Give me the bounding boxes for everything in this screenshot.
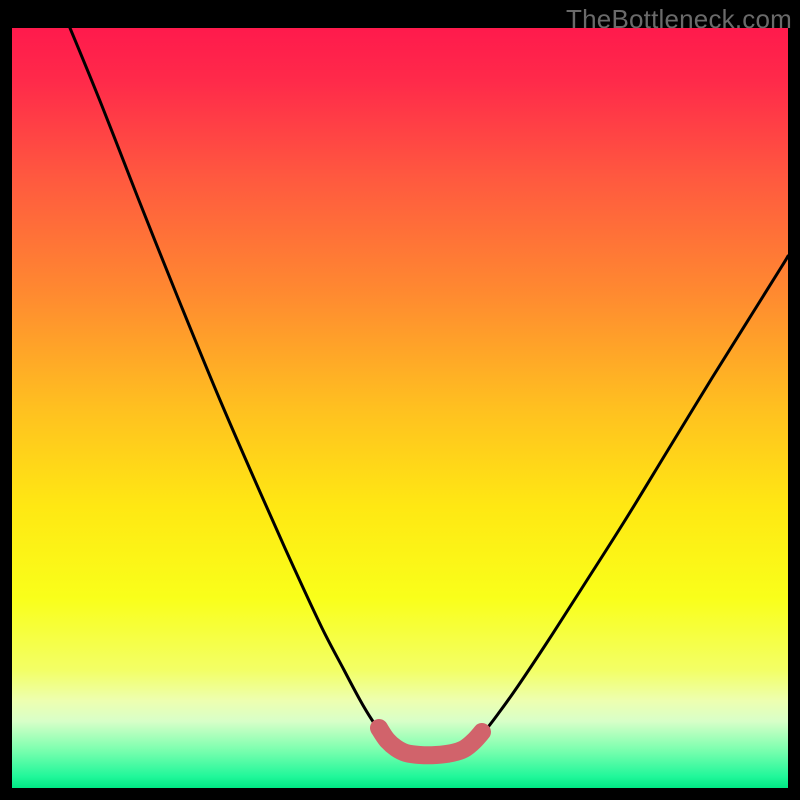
plot-area [12,28,788,788]
border-left [0,0,12,800]
bottleneck-highlight [379,728,482,755]
chart-container: TheBottleneck.com [0,0,800,800]
curve-svg [12,28,788,788]
border-bottom [0,788,800,800]
border-right [788,0,800,800]
border-top [0,0,800,28]
bottleneck-curve [70,28,788,754]
